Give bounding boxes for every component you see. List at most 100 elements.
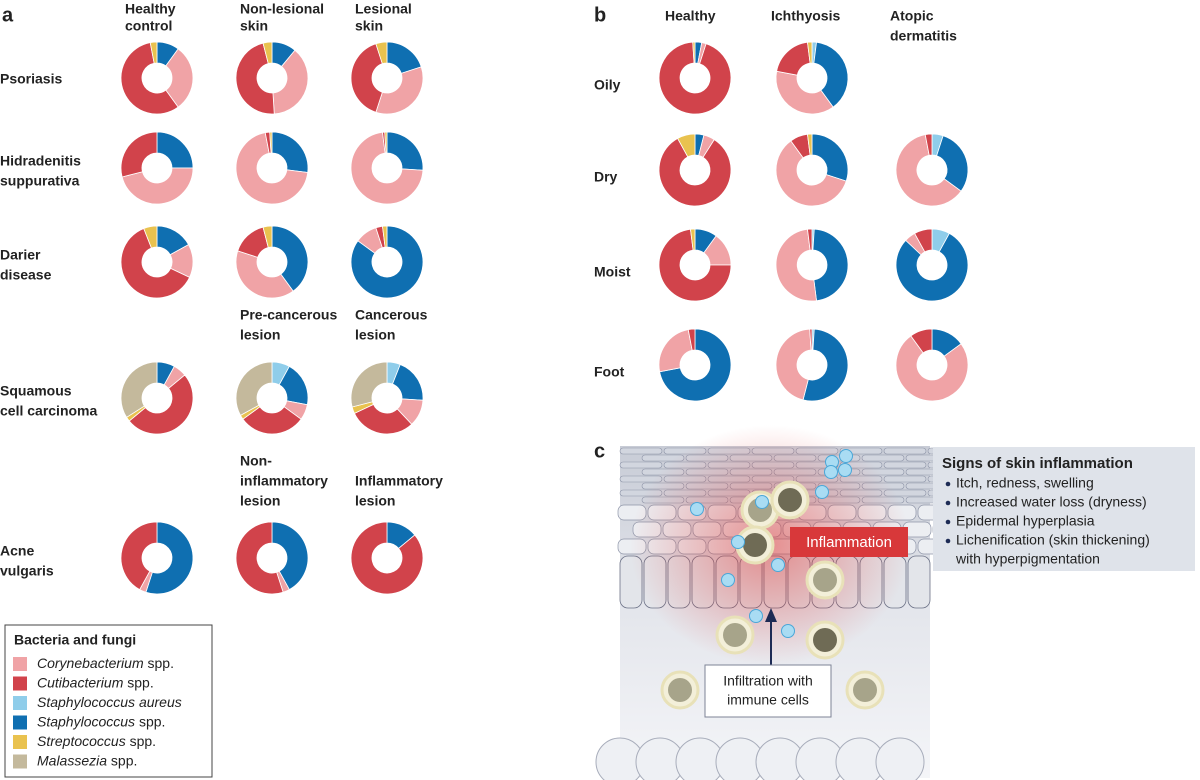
pie-segment [807, 41, 813, 64]
pie-segment [802, 328, 849, 402]
pie-segment [936, 135, 969, 192]
pie-segment [350, 43, 383, 113]
pie-segment [386, 131, 424, 171]
pie-segment [271, 521, 309, 591]
pie-segment [242, 406, 302, 435]
infiltration-box [704, 664, 832, 718]
pie-segment [120, 228, 191, 299]
pie-segment [658, 228, 732, 302]
pie-segment [812, 228, 849, 302]
pie-segment [235, 42, 275, 115]
pie-segment [895, 335, 969, 402]
row-label: suppurativa [0, 173, 80, 189]
inflammation-label: Inflammation [806, 534, 892, 551]
column-header: Healthy [665, 8, 716, 24]
column-header: lesion [355, 493, 395, 509]
microbe [755, 495, 769, 509]
sign-text: Itch, redness, swelling [956, 475, 1094, 491]
pie-segment [350, 361, 388, 408]
pie-segment [145, 521, 194, 595]
pie-segment [895, 232, 969, 302]
legend-italic: Streptococcus [37, 733, 126, 749]
column-header: skin [240, 18, 268, 34]
pie-segment [775, 328, 812, 401]
inflammation-box [790, 527, 908, 557]
panel-label: c [594, 440, 605, 462]
row-label: vulgaris [0, 563, 54, 579]
sign-text: Increased water loss (dryness) [956, 494, 1147, 510]
legend-rest: spp. [107, 752, 137, 768]
infiltration-label: Infiltration with [723, 673, 812, 689]
panel-label: b [594, 4, 606, 26]
pie-segment [165, 48, 194, 108]
cell [619, 447, 663, 455]
panel-label: a [2, 4, 14, 26]
microbe [838, 463, 852, 477]
column-header: Lesional [355, 1, 412, 17]
cell [883, 461, 927, 469]
legend-swatch [13, 696, 27, 710]
legend-label: Staphylococcus spp. [37, 713, 165, 729]
legend-swatch [13, 676, 27, 691]
legend-label: Malassezia spp. [37, 752, 137, 768]
legend-italic: Cutibacterium [37, 674, 124, 690]
legend-rest: spp. [135, 713, 165, 729]
immune-nucleus [813, 568, 837, 592]
microbe [749, 609, 763, 623]
legend-swatch [13, 657, 27, 671]
cell [619, 461, 663, 469]
pie-segment [120, 361, 158, 418]
legend-rest: spp. [144, 655, 174, 671]
row-label: Acne [0, 543, 34, 559]
pie-segment [271, 131, 309, 173]
pie-segment [149, 41, 158, 64]
row-label: Dry [594, 169, 618, 185]
pie-segment [924, 133, 933, 156]
sign-text: Lichenification (skin thickening) [956, 532, 1150, 548]
immune-nucleus [813, 628, 837, 652]
pie-segment [350, 225, 424, 299]
row-label: Foot [594, 364, 625, 380]
microbe [771, 558, 785, 572]
column-header: Atopic [890, 8, 934, 24]
pie-segment [382, 225, 388, 248]
cell [883, 475, 927, 483]
immune-nucleus [723, 623, 747, 647]
pie-segment [156, 131, 194, 169]
infiltration-label: immune cells [727, 692, 809, 708]
skin-illustration [595, 425, 993, 780]
microbe [824, 465, 838, 479]
legend-rest: spp. [123, 674, 153, 690]
legend-label: Staphylococcus aureus [37, 694, 182, 710]
column-header: lesion [240, 327, 280, 343]
microbe [815, 485, 829, 499]
pie-segment [677, 133, 696, 158]
pie-segment [775, 228, 817, 302]
sign-text: Epidermal hyperplasia [956, 513, 1095, 529]
row-label: Moist [594, 264, 631, 280]
column-header: lesion [355, 327, 395, 343]
signs-title: Signs of skin inflammation [942, 455, 1133, 472]
pie-segment [120, 521, 158, 591]
legend-label: Corynebacterium spp. [37, 655, 174, 671]
pie-segment [235, 361, 273, 416]
fat-cell [875, 737, 925, 780]
immune-nucleus [743, 533, 767, 557]
row-label: cell carcinoma [0, 403, 97, 419]
column-header: dermatitis [890, 28, 957, 44]
pie-segment [121, 167, 194, 205]
bullet [945, 538, 951, 544]
pie-segment [120, 131, 158, 178]
pie-segment [658, 41, 732, 115]
column-header: Cancerous [355, 307, 428, 323]
pie-segment [128, 374, 194, 435]
legend-italic: Malassezia [37, 752, 107, 768]
pie-segment [272, 49, 309, 115]
pie-segment [658, 137, 732, 207]
microbe [781, 624, 795, 638]
column-header: Ichthyosis [771, 8, 840, 24]
pie-segment [143, 225, 158, 249]
signs-box [933, 447, 1195, 571]
pie-segment [809, 328, 813, 351]
